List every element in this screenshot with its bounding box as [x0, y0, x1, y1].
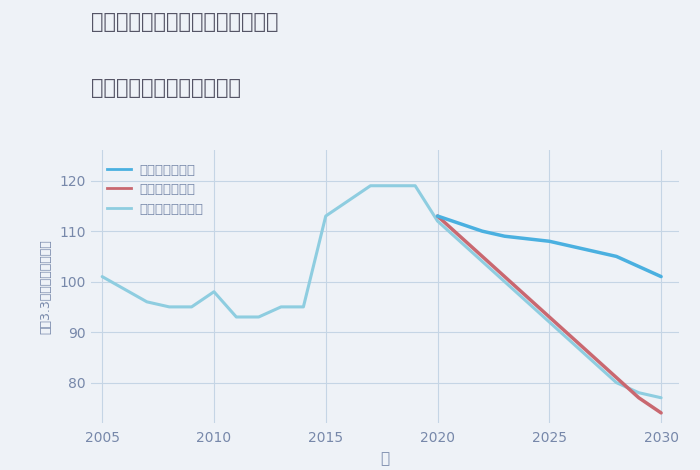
ノーマルシナリオ	[255, 314, 263, 320]
ノーマルシナリオ	[657, 395, 665, 400]
X-axis label: 年: 年	[380, 451, 390, 466]
グッドシナリオ	[657, 274, 665, 280]
ノーマルシナリオ	[612, 380, 621, 385]
バッドシナリオ	[500, 274, 509, 280]
Text: 中古マンションの価格推移: 中古マンションの価格推移	[91, 78, 241, 98]
バッドシナリオ	[590, 354, 598, 360]
グッドシナリオ	[456, 221, 464, 227]
バッドシナリオ	[478, 254, 486, 259]
バッドシナリオ	[545, 314, 554, 320]
グッドシナリオ	[478, 228, 486, 234]
Y-axis label: 平（3.3㎡）単価（万円）: 平（3.3㎡）単価（万円）	[39, 239, 52, 334]
ノーマルシナリオ	[411, 183, 419, 188]
ノーマルシナリオ	[478, 258, 486, 264]
ノーマルシナリオ	[590, 360, 598, 365]
グッドシナリオ	[500, 234, 509, 239]
バッドシナリオ	[456, 234, 464, 239]
ノーマルシナリオ	[456, 238, 464, 244]
ノーマルシナリオ	[366, 183, 375, 188]
ノーマルシナリオ	[276, 304, 285, 310]
グッドシナリオ	[612, 254, 621, 259]
ノーマルシナリオ	[188, 304, 196, 310]
ノーマルシナリオ	[433, 218, 442, 224]
バッドシナリオ	[657, 410, 665, 416]
ノーマルシナリオ	[98, 274, 106, 280]
グッドシナリオ	[523, 236, 531, 242]
ノーマルシナリオ	[210, 289, 218, 295]
ノーマルシナリオ	[321, 213, 330, 219]
Text: 愛知県稲沢市祖父江町西鵜之本の: 愛知県稲沢市祖父江町西鵜之本の	[91, 12, 279, 32]
Legend: グッドシナリオ, バッドシナリオ, ノーマルシナリオ: グッドシナリオ, バッドシナリオ, ノーマルシナリオ	[104, 160, 207, 220]
ノーマルシナリオ	[143, 299, 151, 305]
グッドシナリオ	[433, 213, 442, 219]
ノーマルシナリオ	[344, 198, 352, 204]
ノーマルシナリオ	[232, 314, 241, 320]
ノーマルシナリオ	[635, 390, 643, 396]
ノーマルシナリオ	[389, 183, 397, 188]
バッドシナリオ	[433, 213, 442, 219]
グッドシナリオ	[590, 249, 598, 254]
ノーマルシナリオ	[568, 339, 576, 345]
Line: ノーマルシナリオ: ノーマルシナリオ	[102, 186, 661, 398]
グッドシナリオ	[545, 238, 554, 244]
グッドシナリオ	[635, 264, 643, 269]
グッドシナリオ	[568, 243, 576, 249]
バッドシナリオ	[568, 334, 576, 340]
ノーマルシナリオ	[545, 319, 554, 325]
バッドシナリオ	[635, 395, 643, 400]
ノーマルシナリオ	[299, 304, 307, 310]
ノーマルシナリオ	[523, 299, 531, 305]
ノーマルシナリオ	[165, 304, 174, 310]
Line: グッドシナリオ: グッドシナリオ	[438, 216, 661, 277]
バッドシナリオ	[523, 294, 531, 299]
バッドシナリオ	[612, 375, 621, 380]
ノーマルシナリオ	[500, 279, 509, 284]
Line: バッドシナリオ: バッドシナリオ	[438, 216, 661, 413]
